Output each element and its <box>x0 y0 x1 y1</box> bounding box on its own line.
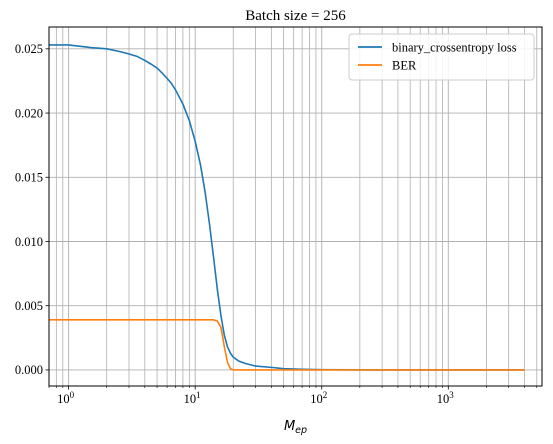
legend-box <box>348 33 535 81</box>
x-tick-label-exponent: 0 <box>70 390 75 400</box>
y-tick-label: 0.000 <box>15 363 43 377</box>
x-axis-label-subscript: ep <box>295 425 307 436</box>
x-tick-label-exponent: 1 <box>196 390 201 400</box>
x-tick-label-base: 10 <box>310 392 323 406</box>
plot-area <box>49 27 542 386</box>
legend-label-0: binary_crossentropy loss <box>392 41 517 55</box>
x-tick-label-base: 10 <box>184 392 197 406</box>
y-tick-label: 0.015 <box>15 171 43 185</box>
x-tick-label: 101 <box>184 390 201 406</box>
plot-frame <box>48 26 543 387</box>
legend-label-1: BER <box>392 59 417 73</box>
series-layer <box>49 44 525 371</box>
y-tick-label: 0.020 <box>15 106 43 120</box>
x-tick-label: 100 <box>57 390 75 406</box>
x-tick-label-base: 10 <box>57 392 70 406</box>
x-axis-label-base: M <box>284 419 295 434</box>
x-tick-label: 102 <box>310 390 327 406</box>
y-tick-label: 0.005 <box>15 299 43 313</box>
y-tick-label: 0.025 <box>15 42 43 56</box>
x-tick-label-exponent: 2 <box>323 390 328 400</box>
x-tick-label-base: 10 <box>437 392 450 406</box>
x-axis-label: Mep <box>284 419 307 436</box>
x-tick-label: 103 <box>437 390 455 406</box>
series-line-1 <box>49 319 525 371</box>
chart-title: Batch size = 256 <box>245 8 346 24</box>
y-tick-label: 0.010 <box>15 235 43 249</box>
legend: binary_crossentropy loss BER <box>348 33 535 81</box>
x-tick-label-exponent: 3 <box>449 390 454 400</box>
series-line-0 <box>49 44 525 371</box>
